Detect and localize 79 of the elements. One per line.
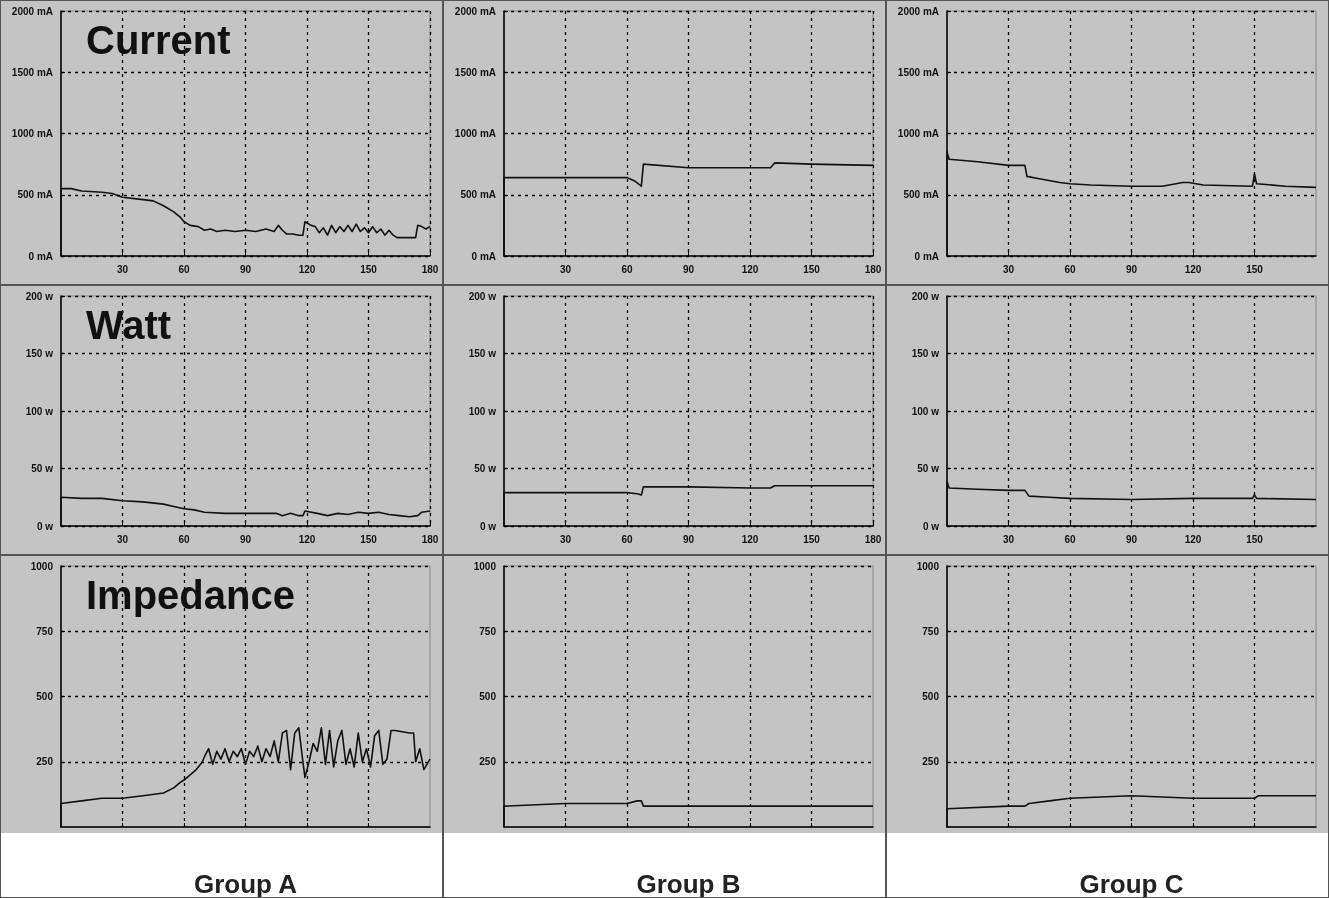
x-tick-label: 150	[360, 533, 378, 545]
x-tick-label: 60	[621, 263, 633, 275]
x-tick-label: 60	[178, 263, 190, 275]
x-tick-label: 150	[803, 263, 821, 275]
x-tick-label: 90	[682, 533, 695, 545]
y-tick-label: 750	[36, 625, 54, 637]
y-tick-label: 0 mA	[28, 250, 53, 262]
chart-title: Impedance	[86, 573, 295, 617]
y-tick-label: 100 w	[468, 405, 497, 417]
x-tick-label: 30	[559, 263, 572, 275]
y-tick-label: 2000 mA	[897, 5, 939, 17]
y-tick-label: 1000	[473, 560, 497, 572]
x-tick-label: 90	[682, 263, 695, 275]
x-tick-label: 90	[239, 263, 252, 275]
y-tick-label: 100 w	[25, 405, 54, 417]
y-tick-label: 150 w	[911, 348, 940, 359]
x-tick-label: 120	[741, 533, 759, 545]
y-tick-label: 0 mA	[914, 250, 939, 262]
y-tick-label: 50 w	[474, 463, 497, 474]
x-tick-label: 90	[1125, 263, 1138, 275]
x-tick-label: 180	[864, 533, 882, 545]
y-tick-label: 1500 mA	[11, 66, 53, 78]
y-tick-label: 1500 mA	[454, 66, 496, 78]
y-tick-label: 1500 mA	[897, 66, 939, 78]
y-tick-label: 2000 mA	[454, 5, 496, 17]
x-tick-label: 150	[1246, 263, 1264, 275]
y-tick-label: 500 mA	[903, 189, 939, 201]
y-tick-label: 0 w	[479, 520, 497, 532]
y-tick-label: 1000 mA	[897, 128, 939, 139]
y-tick-label: 0 mA	[471, 250, 496, 262]
x-tick-label: 30	[1002, 533, 1015, 545]
y-tick-label: 500	[479, 691, 497, 702]
y-tick-label: 200 w	[468, 290, 497, 302]
y-tick-label: 500	[922, 691, 940, 702]
x-tick-label: 180	[864, 263, 882, 275]
chart-title: Watt	[86, 303, 172, 347]
y-tick-label: 250	[922, 756, 940, 768]
x-tick-label: 90	[239, 533, 252, 545]
x-tick-label: 120	[741, 263, 759, 275]
y-tick-label: 150 w	[468, 348, 497, 359]
chart-title: Current	[86, 18, 231, 62]
y-tick-label: 1000	[916, 560, 940, 572]
y-tick-label: 250	[36, 756, 54, 768]
y-tick-label: 1000	[30, 560, 54, 572]
y-tick-label: 50 w	[917, 463, 940, 474]
y-tick-label: 150 w	[25, 348, 54, 359]
x-tick-label: 60	[178, 533, 190, 545]
x-tick-label: 120	[298, 533, 316, 545]
x-tick-label: 120	[1184, 263, 1202, 275]
x-tick-label: 150	[1246, 533, 1264, 545]
y-tick-label: 100 w	[911, 405, 940, 417]
y-tick-label: 200 w	[911, 290, 940, 302]
x-tick-label: 30	[1002, 263, 1015, 275]
y-tick-label: 200 w	[25, 290, 54, 302]
x-tick-label: 180	[421, 263, 439, 275]
y-tick-label: 500	[36, 691, 54, 702]
x-tick-label: 60	[1064, 533, 1076, 545]
y-tick-label: 500 mA	[460, 189, 496, 201]
x-tick-label: 180	[421, 533, 439, 545]
y-tick-label: 750	[922, 625, 940, 637]
x-tick-label: 30	[116, 533, 129, 545]
y-tick-label: 1000 mA	[454, 128, 496, 139]
y-tick-label: 0 w	[922, 520, 940, 532]
y-tick-label: 50 w	[31, 463, 54, 474]
x-tick-label: 30	[559, 533, 572, 545]
y-tick-label: 750	[479, 625, 497, 637]
x-tick-label: 60	[1064, 263, 1076, 275]
y-tick-label: 2000 mA	[11, 5, 53, 17]
y-tick-label: 250	[479, 756, 497, 768]
x-tick-label: 30	[116, 263, 129, 275]
y-tick-label: 500 mA	[17, 189, 53, 201]
x-tick-label: 90	[1125, 533, 1138, 545]
x-tick-label: 60	[621, 533, 633, 545]
x-tick-label: 150	[803, 533, 821, 545]
x-tick-label: 120	[298, 263, 316, 275]
x-tick-label: 150	[360, 263, 378, 275]
x-tick-label: 120	[1184, 533, 1202, 545]
y-tick-label: 1000 mA	[11, 128, 53, 139]
y-tick-label: 0 w	[36, 520, 54, 532]
